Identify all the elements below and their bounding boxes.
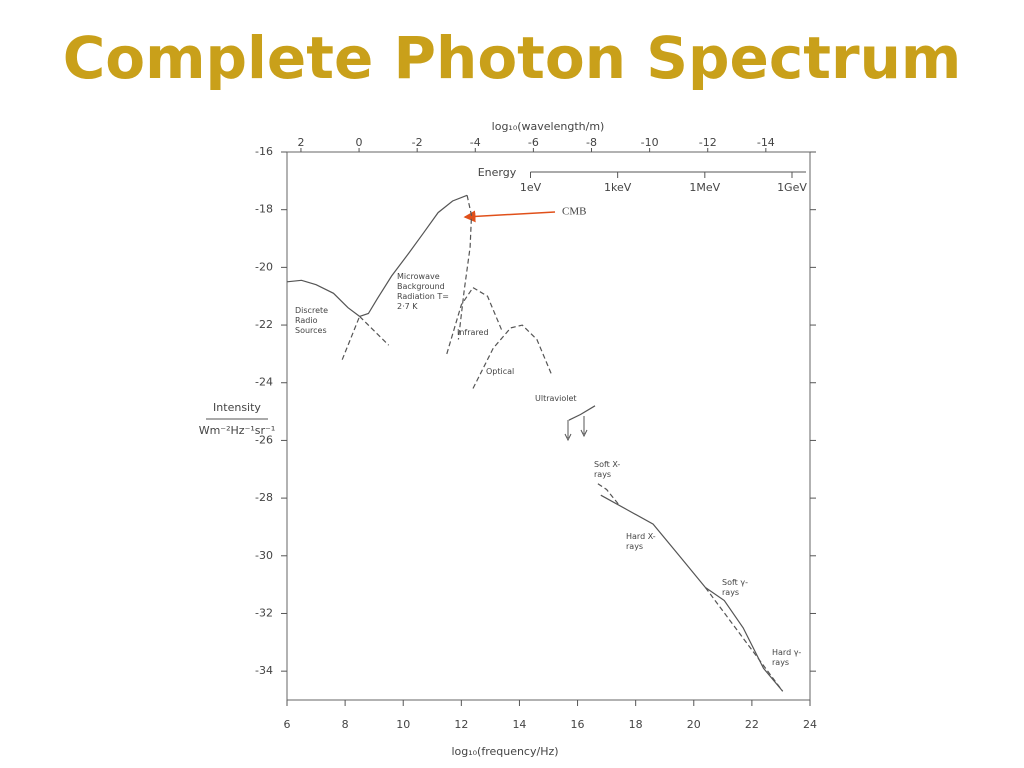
y-axis-label: Intensity (213, 401, 261, 414)
series-line (359, 194, 468, 317)
energy-label: Energy (478, 166, 517, 179)
series-label: Microwave Background Radiation T= 2·7 K (397, 272, 449, 311)
y-tick-label: -30 (255, 549, 273, 562)
series-label: Hard γ-rays (772, 648, 802, 667)
series-line (457, 195, 473, 340)
annotation-arrow (463, 210, 556, 223)
y-tick-label: -18 (255, 203, 273, 216)
series-line (286, 279, 360, 317)
x-tick-label: 24 (803, 718, 817, 731)
series-label: Soft γ-rays (722, 578, 748, 597)
series-label: Optical (486, 367, 515, 376)
series-line (704, 587, 784, 692)
annotation: CMB (562, 206, 586, 218)
energy-tick-label: 1eV (520, 181, 542, 194)
series-line (600, 494, 706, 588)
x-tick-label: 14 (512, 718, 526, 731)
energy-tick-label: 1MeV (689, 181, 720, 194)
series-label: Hard X-rays (626, 532, 656, 551)
chart-title: Complete Photon Spectrum (63, 24, 962, 92)
energy-tick-label: 1keV (604, 181, 632, 194)
plot-frame (286, 151, 811, 701)
x2-tick-label: -10 (641, 136, 659, 149)
x2-tick-label: -4 (470, 136, 481, 149)
x-tick-label: 20 (687, 718, 701, 731)
x-tick-label: 10 (396, 718, 410, 731)
series-line (446, 286, 503, 355)
x2-tick-label: 0 (356, 136, 363, 149)
x2-tick-label: -2 (412, 136, 423, 149)
series-line (568, 405, 596, 421)
x2-tick-label: -14 (757, 136, 775, 149)
x-tick-label: 6 (284, 718, 291, 731)
y-tick-label: -22 (255, 318, 273, 331)
x-tick-label: 18 (629, 718, 643, 731)
x2-tick-label: -6 (528, 136, 539, 149)
y-tick-label: -24 (255, 376, 273, 389)
x2-tick-label: -8 (586, 136, 597, 149)
y-tick-label: -26 (255, 433, 273, 446)
x-tick-label: 22 (745, 718, 759, 731)
series-label: Soft X-rays (594, 460, 621, 479)
x2-axis-label: log₁₀(wavelength/m) (492, 120, 605, 133)
series-line (597, 483, 619, 505)
series-line (341, 316, 361, 360)
x-tick-label: 12 (454, 718, 468, 731)
y-tick-label: -32 (255, 606, 273, 619)
series-label: Ultraviolet (535, 394, 577, 403)
y-tick-label: -16 (255, 145, 273, 158)
uv-limit-arrows (564, 416, 588, 442)
energy-tick-label: 1GeV (777, 181, 807, 194)
series-line (359, 315, 390, 346)
y-axis-units: Wm⁻²Hz⁻¹sr⁻¹ (199, 424, 276, 437)
series-label: Discrete Radio Sources (295, 306, 329, 335)
x2-tick-label: -12 (699, 136, 717, 149)
y-tick-label: -20 (255, 260, 273, 273)
y-tick-label: -28 (255, 491, 273, 504)
series-label: Infrared (457, 328, 489, 337)
x2-tick-label: 2 (297, 136, 304, 149)
y-tick-label: -34 (255, 664, 273, 677)
x-tick-label: 16 (571, 718, 585, 731)
x-axis-label: log₁₀(frequency/Hz) (451, 745, 558, 758)
series-line (705, 587, 784, 692)
x-tick-label: 8 (342, 718, 349, 731)
